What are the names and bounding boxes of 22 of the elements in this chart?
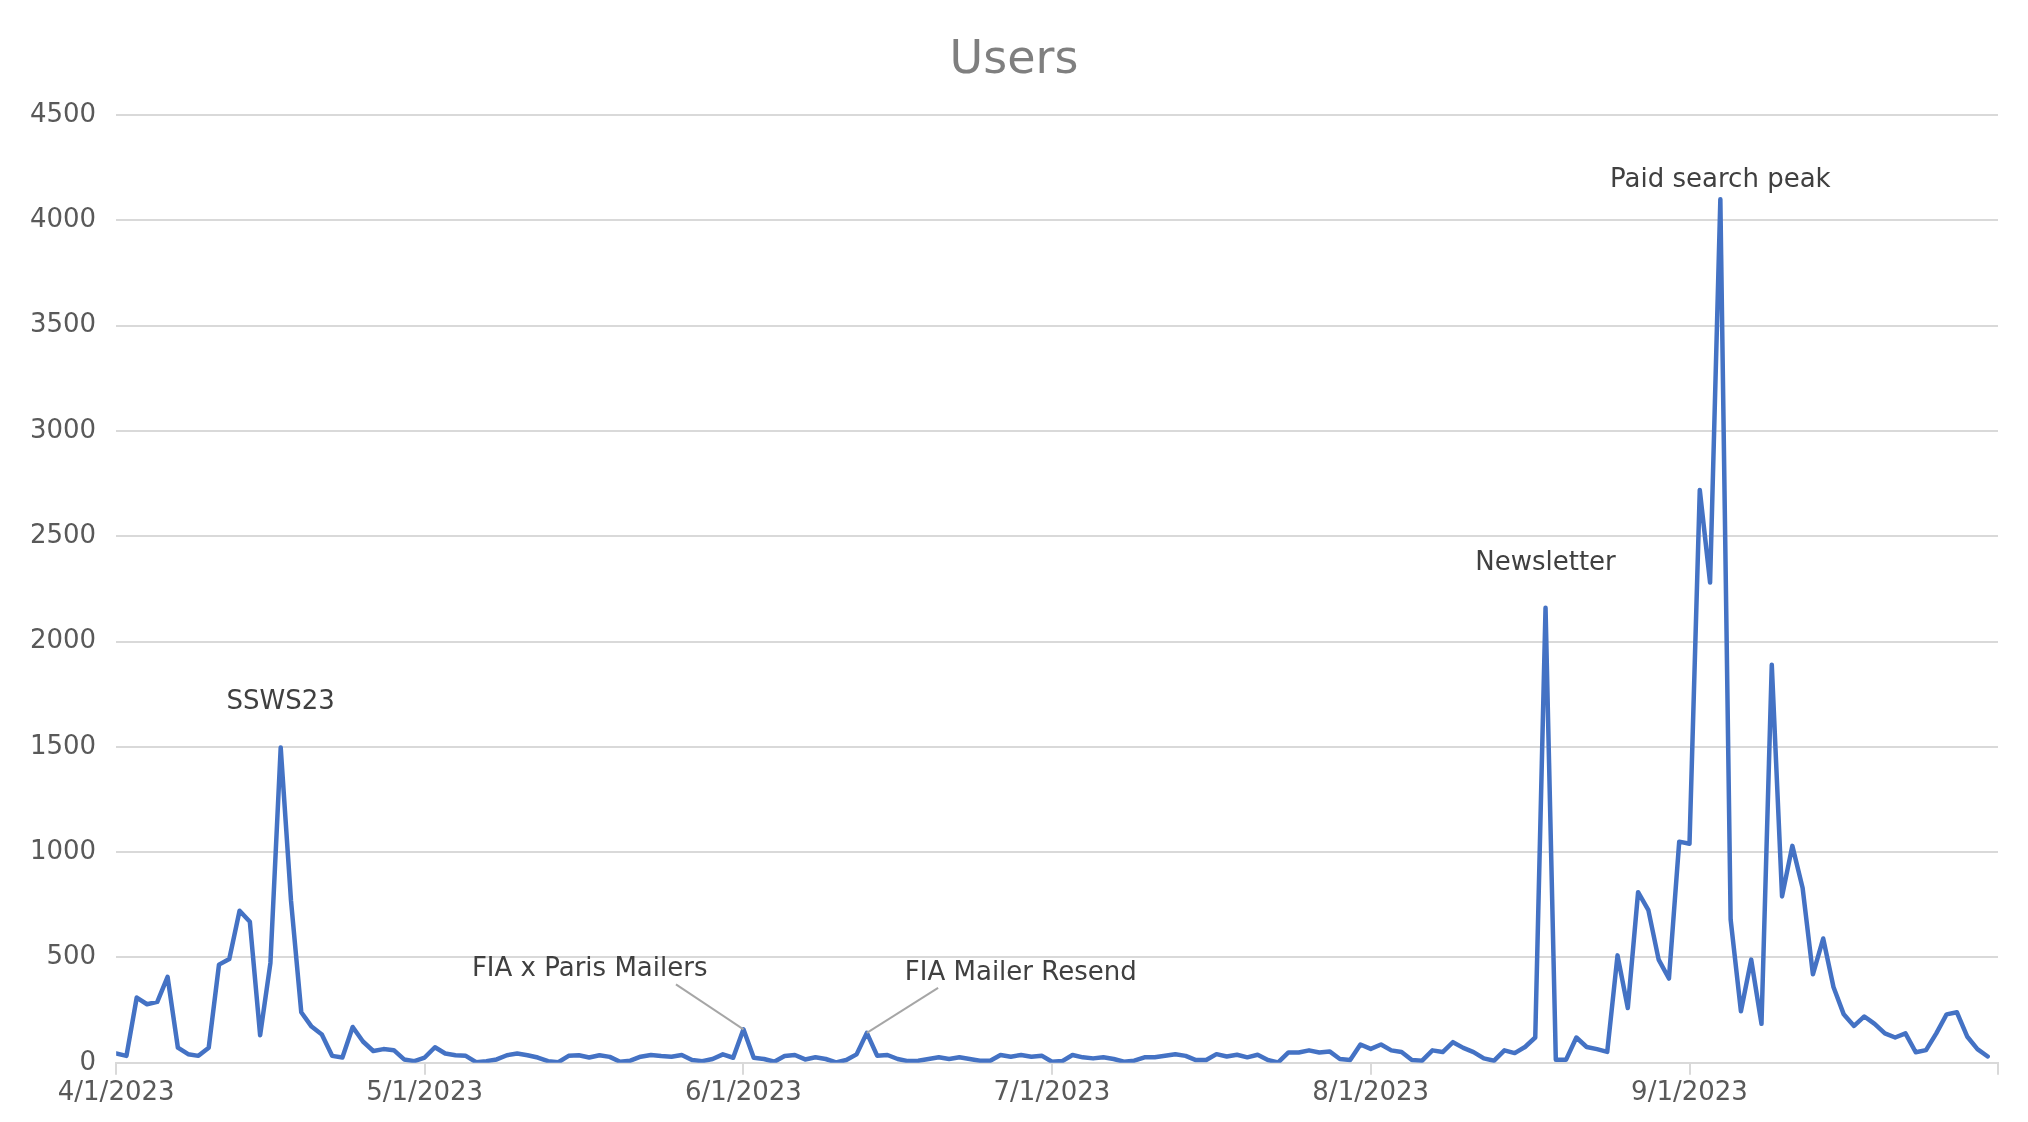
y-tick-label: 4500 <box>30 97 97 128</box>
annotation: Paid search peak <box>1610 163 1831 193</box>
x-tick-label: 8/1/2023 <box>1312 1076 1430 1107</box>
y-tick-label: 2000 <box>30 624 97 655</box>
x-tick-label: 6/1/2023 <box>685 1076 802 1107</box>
x-tick-label: 7/1/2023 <box>993 1076 1111 1107</box>
chart-title: Users <box>948 30 1080 84</box>
x-tick-label: 4/1/2023 <box>57 1076 175 1107</box>
annotation: FIA x Paris Mailers <box>471 952 708 983</box>
x-tick-label: 9/1/2023 <box>1631 1076 1748 1107</box>
y-tick-label: 1000 <box>30 834 97 865</box>
y-tick-label: 3500 <box>30 308 97 339</box>
y-tick-label: 0 <box>79 1045 97 1076</box>
y-tick-label: 1500 <box>30 729 97 760</box>
annotation: FIA Mailer Resend <box>904 955 1137 986</box>
y-tick-label: 2500 <box>30 518 97 549</box>
x-tick-label: 5/1/2023 <box>366 1076 484 1107</box>
y-tick-label: 4000 <box>30 203 97 234</box>
annotation: Newsletter <box>1475 545 1617 576</box>
annotation: SSWS23 <box>226 685 335 716</box>
y-tick-label: 3000 <box>30 413 97 444</box>
y-tick-label: 500 <box>46 940 97 971</box>
